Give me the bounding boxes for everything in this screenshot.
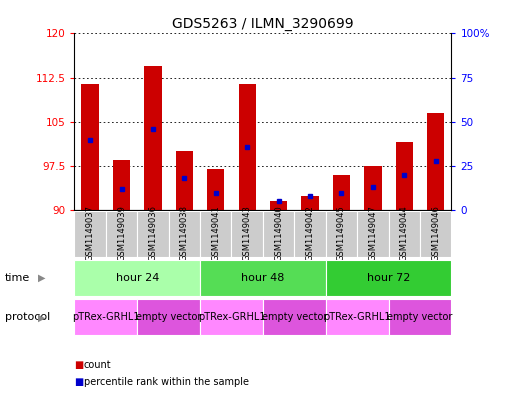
Text: empty vector: empty vector [136,312,201,322]
Text: count: count [84,360,111,370]
Bar [176,151,193,210]
Text: ▶: ▶ [38,273,46,283]
Text: ▶: ▶ [38,312,46,322]
Text: GSM1149045: GSM1149045 [337,206,346,261]
Text: percentile rank within the sample: percentile rank within the sample [84,377,249,387]
Text: GSM1149041: GSM1149041 [211,206,220,261]
Bar [427,113,444,210]
Bar [137,299,200,335]
Bar [294,211,326,257]
Bar [207,169,224,210]
Text: ■: ■ [74,360,84,370]
Text: time: time [5,273,30,283]
Bar [396,142,413,210]
Bar [326,211,357,257]
Bar [263,299,326,335]
Text: GSM1149037: GSM1149037 [86,205,94,261]
Bar [106,211,137,257]
Bar [74,211,106,257]
Bar [137,211,169,257]
Bar [389,299,451,335]
Bar [113,160,130,210]
Bar [200,211,231,257]
Bar [239,83,256,210]
Text: pTRex-GRHL1: pTRex-GRHL1 [198,312,265,322]
Text: hour 72: hour 72 [367,273,410,283]
Text: protocol: protocol [5,312,50,322]
Bar [74,299,137,335]
Bar [144,66,162,210]
Text: GSM1149036: GSM1149036 [148,205,157,261]
Bar [420,211,451,257]
Text: GSM1149042: GSM1149042 [306,206,314,261]
Bar [357,211,389,257]
Bar [333,175,350,210]
Title: GDS5263 / ILMN_3290699: GDS5263 / ILMN_3290699 [172,17,354,31]
Bar [326,299,389,335]
Bar [82,83,98,210]
Text: GSM1149040: GSM1149040 [274,206,283,261]
Bar [326,260,451,296]
Bar [270,201,287,210]
Bar [200,299,263,335]
Bar [169,211,200,257]
Text: pTRex-GRHL1: pTRex-GRHL1 [323,312,391,322]
Text: hour 48: hour 48 [241,273,285,283]
Text: pTRex-GRHL1: pTRex-GRHL1 [72,312,140,322]
Text: GSM1149039: GSM1149039 [117,206,126,261]
Text: hour 24: hour 24 [115,273,159,283]
Bar [302,195,319,210]
Text: empty vector: empty vector [387,312,452,322]
Bar [263,211,294,257]
Bar [389,211,420,257]
Text: empty vector: empty vector [262,312,327,322]
Text: GSM1149043: GSM1149043 [243,206,252,261]
Text: GSM1149038: GSM1149038 [180,205,189,261]
Bar [231,211,263,257]
Bar [364,166,382,210]
Text: GSM1149044: GSM1149044 [400,206,409,261]
Text: GSM1149047: GSM1149047 [368,206,378,261]
Text: GSM1149046: GSM1149046 [431,206,440,261]
Text: ■: ■ [74,377,84,387]
Bar [74,260,200,296]
Bar [200,260,326,296]
